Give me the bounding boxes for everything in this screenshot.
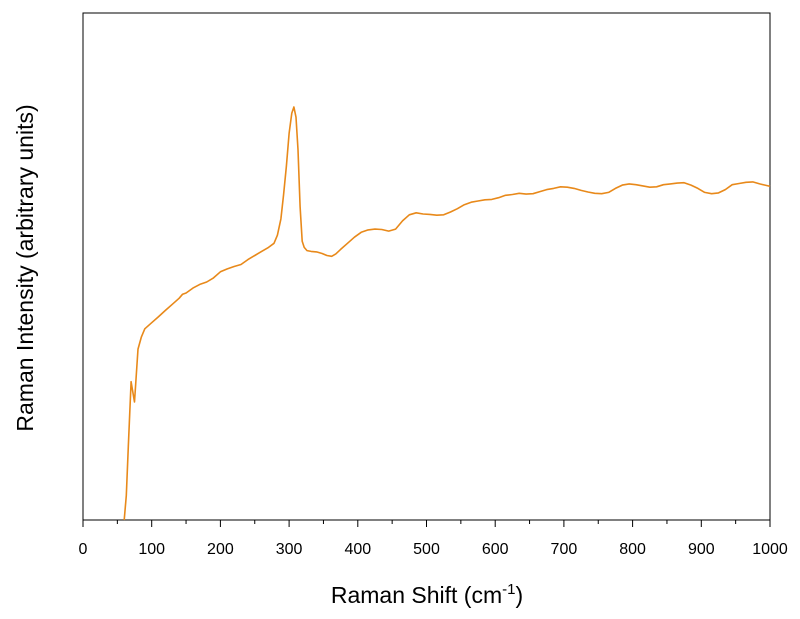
x-axis-title: Raman Shift (cm-1) [331, 581, 523, 608]
x-tick-label-900: 900 [688, 541, 715, 558]
x-tick-label-1000: 1000 [752, 541, 788, 558]
y-axis-title: Raman Intensity (arbitrary units) [12, 104, 38, 431]
x-tick-label-500: 500 [413, 541, 440, 558]
x-axis-tick-labels: 0 100 200 300 400 500 600 700 800 900 1000 [79, 541, 788, 558]
spectrum-line-0 [123, 106, 771, 521]
x-tick-label-700: 700 [551, 541, 578, 558]
x-tick-label-300: 300 [276, 541, 303, 558]
x-axis-ticks [82, 520, 771, 527]
x-axis-title-main: Raman Shift (cm [331, 582, 502, 608]
x-tick-label-400: 400 [344, 541, 371, 558]
x-tick-label-100: 100 [138, 541, 165, 558]
x-axis-title-suffix: ) [515, 582, 523, 608]
x-tick-label-0: 0 [79, 541, 88, 558]
x-tick-label-600: 600 [482, 541, 509, 558]
x-tick-label-200: 200 [207, 541, 234, 558]
x-tick-label-800: 800 [619, 541, 646, 558]
x-axis-title-superscript: -1 [502, 581, 515, 598]
